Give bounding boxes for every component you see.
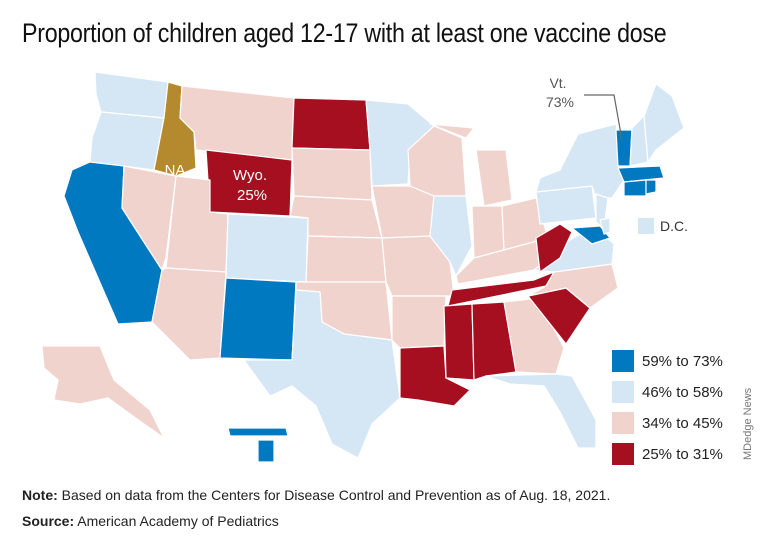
legend-swatch-mid [612, 381, 634, 403]
state-co [225, 213, 309, 283]
legend-item: 46% to 58% [612, 381, 723, 403]
state-md [571, 225, 611, 245]
state-ms [443, 303, 475, 381]
legend-swatch-high [612, 350, 634, 372]
dc-label: D.C. [660, 218, 688, 234]
state-sd [291, 147, 373, 201]
vt-callout-value: 73% [546, 94, 574, 110]
credit-text: MDedge News [742, 387, 754, 460]
state-wv [535, 223, 573, 273]
vt-callout-line [584, 94, 623, 141]
state-nd [291, 97, 371, 151]
state-la [399, 345, 471, 407]
state-me [643, 83, 685, 163]
wyo-label-value: 25% [237, 187, 267, 204]
map-title: Proportion of children aged 12-17 with a… [22, 18, 667, 48]
state-tx [243, 289, 401, 459]
dc-swatch [638, 218, 654, 234]
legend-item: 34% to 45% [612, 412, 723, 434]
state-al [471, 301, 517, 381]
state-nv [121, 165, 177, 271]
idaho-label: NA [165, 162, 186, 179]
state-mt [179, 85, 295, 161]
legend-label: 46% to 58% [642, 383, 723, 401]
state-nm [219, 277, 297, 361]
legend-item: 59% to 73% [612, 350, 723, 372]
vt-callout-name: Vt. [549, 75, 566, 91]
state-ia [371, 185, 435, 239]
state-de [599, 217, 611, 235]
source-label: Source: [22, 513, 75, 529]
state-fl [485, 373, 597, 449]
legend-item: 25% to 31% [612, 443, 723, 465]
note-text: Based on data from the Centers for Disea… [57, 487, 611, 503]
source-text: American Academy of Pediatrics [74, 513, 279, 529]
state-or [89, 111, 165, 171]
state-az [151, 267, 227, 361]
state-ar [391, 295, 447, 349]
legend: 59% to 73% 46% to 58% 34% to 45% 25% to … [612, 350, 723, 474]
state-ak [41, 345, 165, 439]
state-ny [535, 123, 625, 199]
dc-key: D.C. [638, 218, 688, 234]
legend-swatch-lowest [612, 443, 634, 465]
legend-swatch-low [612, 412, 634, 434]
state-ri [645, 179, 657, 195]
state-ma [617, 165, 665, 183]
state-wa [94, 71, 169, 119]
state-ks [305, 235, 387, 283]
source: Source: American Academy of Pediatrics [22, 513, 279, 529]
state-ct [623, 179, 647, 197]
state-mi [429, 123, 513, 207]
note-label: Note: [22, 487, 58, 503]
state-pa [535, 185, 597, 225]
legend-label: 25% to 31% [642, 445, 723, 463]
note: Note: Based on data from the Centers for… [22, 487, 610, 503]
legend-label: 34% to 45% [642, 414, 723, 432]
legend-label: 59% to 73% [642, 352, 723, 370]
state-vt [615, 129, 633, 167]
wyo-label-name: Wyo. [233, 167, 267, 184]
state-hi [227, 427, 289, 463]
state-in [471, 205, 505, 259]
